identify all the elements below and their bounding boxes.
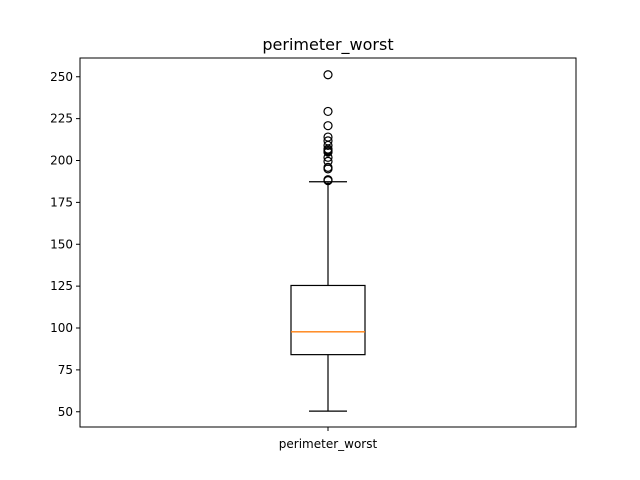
outlier-point xyxy=(323,106,333,117)
y-axis: 50 75 100 125 150 175 200 225 250 xyxy=(50,70,80,419)
y-tick-label: 175 xyxy=(50,195,73,209)
outlier-point xyxy=(323,136,333,146)
y-tick-label: 150 xyxy=(50,237,73,251)
box-plot-series xyxy=(290,70,366,412)
iqr-box xyxy=(290,284,366,356)
outlier-point xyxy=(323,162,333,172)
y-tick-label: 200 xyxy=(50,154,73,168)
y-tick-label: 75 xyxy=(58,363,73,377)
y-tick-label: 225 xyxy=(50,112,73,126)
y-tick-label: 100 xyxy=(50,321,73,335)
x-axis: perimeter_worst xyxy=(279,427,378,451)
outlier-point xyxy=(323,70,333,80)
y-tick-label: 125 xyxy=(50,279,73,293)
x-tick-label: perimeter_worst xyxy=(279,437,378,451)
outlier-point xyxy=(323,175,333,185)
outlier-point xyxy=(323,132,333,142)
chart-title: perimeter_worst xyxy=(262,35,393,55)
outlier-point xyxy=(323,156,333,166)
plot-area: 50 75 100 125 150 175 200 225 250 perimeter_wors… xyxy=(50,57,577,451)
y-tick-label: 50 xyxy=(58,405,73,419)
outlier-point xyxy=(323,121,333,131)
y-tick-label: 250 xyxy=(50,70,73,84)
